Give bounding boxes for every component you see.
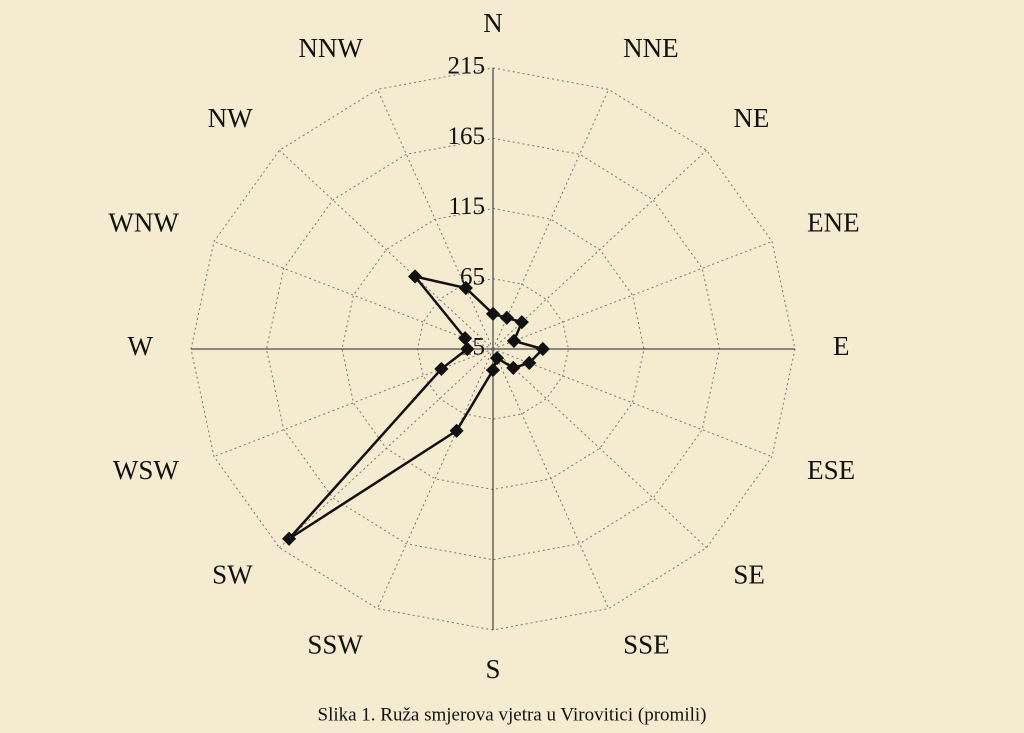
direction-label: SSW [307, 630, 363, 660]
r-tick-label: 165 [448, 123, 486, 150]
point [535, 341, 550, 357]
point [522, 355, 537, 371]
point [460, 341, 475, 357]
direction-label: NW [208, 103, 253, 133]
direction-label: S [485, 654, 500, 684]
point [458, 280, 473, 296]
spoke [492, 348, 610, 609]
point [281, 531, 297, 546]
direction-label: NE [733, 103, 769, 133]
point [485, 306, 501, 321]
direction-label: SE [733, 560, 765, 590]
spoke [279, 149, 494, 350]
point [514, 315, 529, 330]
spoke [492, 149, 707, 350]
point [499, 310, 514, 325]
direction-label: NNE [623, 33, 679, 63]
spoke [492, 348, 707, 549]
direction-label: W [128, 331, 154, 361]
point [434, 361, 449, 376]
spoke [376, 348, 494, 609]
spoke [279, 348, 494, 549]
direction-label: N [483, 8, 503, 38]
point [489, 351, 505, 366]
direction-label: SSE [623, 630, 670, 660]
direction-label: ENE [807, 208, 859, 238]
grid-ring [265, 137, 721, 561]
point [458, 331, 473, 346]
r-tick-label: 215 [448, 53, 486, 80]
spoke [376, 89, 494, 350]
point [485, 363, 501, 378]
point [407, 269, 423, 284]
r-tick-label: 115 [448, 193, 485, 220]
direction-label: ESE [807, 455, 855, 485]
direction-label: WSW [113, 455, 180, 485]
direction-label: SW [212, 560, 253, 590]
direction-label: E [833, 331, 850, 361]
point [449, 423, 464, 438]
direction-label: NNW [298, 33, 363, 63]
direction-label: WNW [108, 208, 179, 238]
spoke [492, 89, 610, 350]
caption: Slika 1. Ruža smjerova vjetra u Viroviti… [318, 704, 707, 725]
grid-ring [416, 278, 570, 420]
